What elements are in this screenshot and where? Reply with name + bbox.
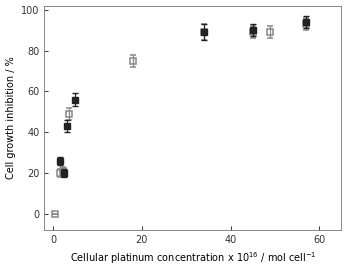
Y-axis label: Cell growth inhibition / %: Cell growth inhibition / % — [6, 57, 16, 179]
X-axis label: Cellular platinum concentration x 10$^{16}$ / mol cell$^{-1}$: Cellular platinum concentration x 10$^{1… — [70, 251, 316, 267]
